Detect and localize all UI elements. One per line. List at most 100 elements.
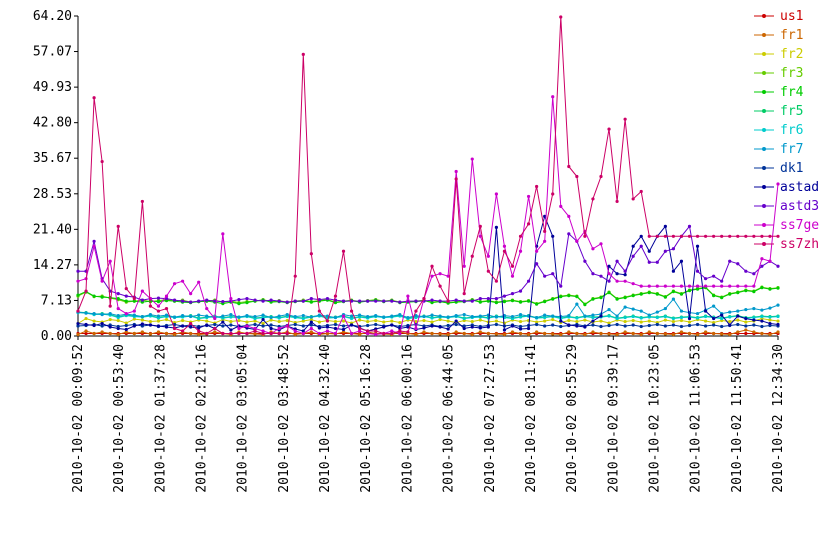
data-point-fr1 (293, 332, 297, 337)
series-line-ss7ge (77, 96, 779, 336)
data-point-fr1 (639, 332, 643, 337)
data-point-fr2 (446, 319, 450, 323)
data-point-fr2 (607, 321, 611, 325)
data-point-ss7zh (349, 309, 354, 313)
data-point-fr2 (108, 317, 112, 322)
data-point-ss7zh (148, 304, 153, 308)
data-point-fr6 (768, 315, 772, 319)
data-point-ss7zh (535, 184, 539, 189)
data-point-astad (760, 319, 764, 323)
data-point-fr7 (671, 297, 676, 301)
data-point-fr7 (535, 315, 539, 320)
data-point-fr7 (414, 313, 418, 318)
data-point-fr1 (309, 330, 313, 334)
data-point-ss7zh (414, 309, 418, 313)
data-point-fr7 (382, 315, 386, 319)
legend-marker-ss7ge (762, 223, 766, 227)
data-point-fr1 (752, 330, 756, 334)
data-point-astd3 (293, 299, 297, 303)
legend-marker-fr7 (762, 147, 766, 151)
data-point-fr1 (414, 332, 418, 337)
data-point-astad (599, 314, 603, 318)
data-point-fr2 (567, 318, 571, 323)
data-point-ss7zh (591, 197, 595, 201)
data-point-fr6 (728, 315, 732, 319)
legend-label-ss7zh: ss7zh (780, 237, 819, 252)
data-point-fr2 (663, 318, 667, 322)
data-point-fr1 (591, 330, 595, 334)
data-point-dk1 (631, 323, 635, 327)
plot-area (76, 15, 780, 337)
data-point-fr7 (277, 314, 281, 318)
data-point-fr7 (518, 312, 523, 317)
data-point-ss7ge (631, 282, 635, 286)
data-point-fr6 (679, 315, 684, 320)
data-point-fr7 (156, 314, 161, 318)
data-point-fr2 (551, 317, 555, 322)
series-line-astad (77, 214, 779, 332)
data-point-dk1 (446, 323, 450, 328)
data-point-fr1 (712, 331, 716, 336)
data-point-fr6 (639, 316, 643, 320)
data-point-dk1 (462, 324, 466, 328)
data-point-fr4 (510, 299, 515, 303)
data-point-ss7zh (728, 234, 732, 238)
data-point-ss7ge (374, 332, 378, 337)
data-point-astad (551, 234, 555, 238)
data-point-ss7zh (374, 329, 378, 333)
data-point-astad (768, 321, 772, 326)
data-point-ss7ge (494, 192, 498, 196)
data-point-astad (156, 324, 161, 328)
data-point-astad (695, 244, 700, 248)
data-point-fr7 (454, 313, 458, 318)
data-point-astd3 (551, 272, 555, 276)
data-point-fr7 (132, 313, 136, 317)
data-point-ss7ge (156, 304, 161, 308)
data-point-ss7ge (221, 232, 225, 236)
data-point-fr7 (366, 314, 370, 319)
data-point-fr4 (100, 295, 104, 299)
data-point-ss7ge (341, 314, 346, 318)
data-point-fr1 (567, 330, 571, 334)
legend-label-ss7ge: ss7ge (780, 218, 819, 233)
data-point-ss7ge (172, 282, 177, 286)
data-point-fr1 (647, 330, 651, 334)
data-point-astd3 (695, 269, 700, 273)
data-point-ss7ge (253, 326, 257, 331)
data-point-fr7 (317, 313, 321, 317)
data-point-ss7ge (478, 234, 482, 238)
legend: us1 fr1 fr2 fr3 fr4 fr5 fr6 fr7 dk1 astad astd3 ss7… (754, 9, 819, 252)
series-ss7ge (76, 95, 780, 337)
data-point-dk1 (752, 323, 756, 327)
y-tick-label: 28.53 (33, 187, 72, 202)
data-point-fr1 (325, 331, 330, 336)
data-point-fr2 (245, 320, 249, 324)
data-point-ss7zh (269, 331, 273, 336)
data-point-astd3 (414, 299, 418, 303)
data-point-ss7ge (575, 239, 579, 243)
data-point-fr2 (687, 320, 692, 324)
y-tick-label: 14.27 (33, 258, 72, 273)
data-point-fr2 (470, 319, 474, 324)
data-point-ss7zh (100, 159, 104, 164)
x-tick-label: 2010-10-02 11:06:53 (689, 344, 704, 493)
data-point-fr6 (695, 316, 700, 320)
data-point-fr7 (462, 312, 466, 317)
data-point-astd3 (180, 299, 185, 303)
data-point-fr2 (374, 318, 378, 323)
data-point-astd3 (430, 298, 434, 302)
data-point-ss7zh (293, 274, 297, 278)
data-point-astd3 (687, 224, 692, 228)
data-point-ss7zh (703, 234, 708, 238)
data-point-fr2 (164, 317, 169, 322)
y-tick-label: 42.80 (33, 116, 72, 131)
data-point-fr4 (720, 296, 724, 300)
data-point-fr7 (229, 312, 233, 317)
data-point-ss7zh (712, 234, 716, 238)
data-point-astd3 (599, 274, 603, 278)
data-point-fr7 (261, 313, 265, 317)
data-point-fr7 (406, 315, 410, 320)
data-point-ss7zh (213, 326, 217, 331)
data-point-dk1 (76, 324, 80, 328)
data-point-fr4 (752, 290, 756, 294)
